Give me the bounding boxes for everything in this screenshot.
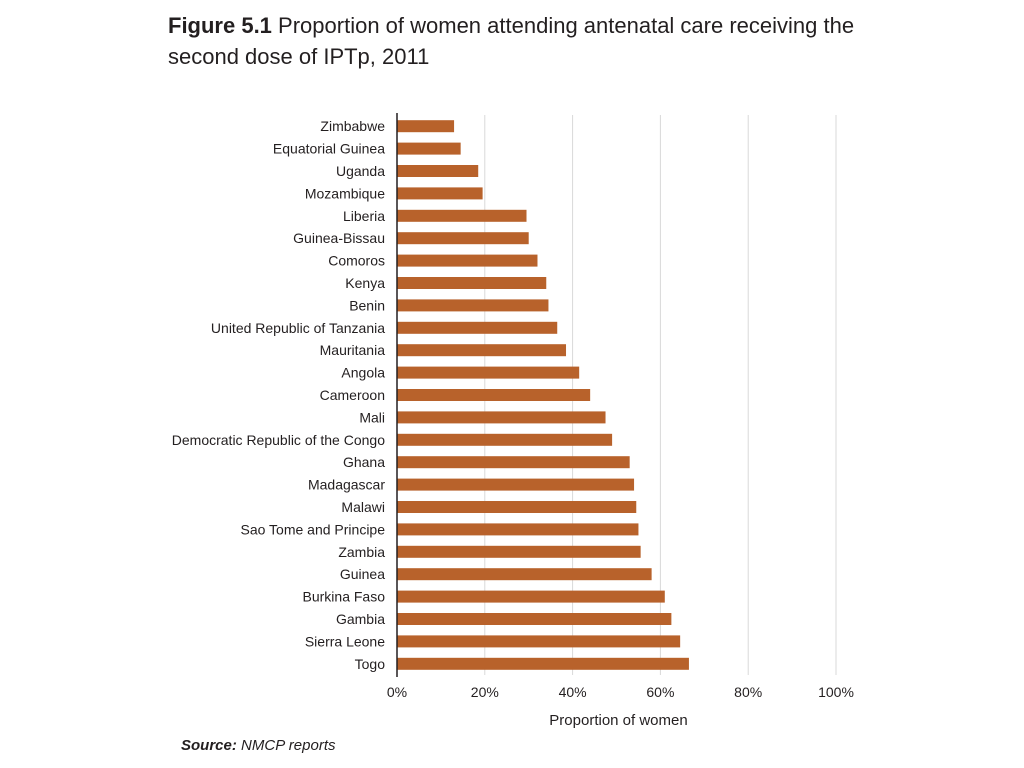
bar [397, 568, 652, 581]
category-label: Uganda [336, 163, 385, 179]
bar [397, 254, 538, 267]
category-label: Mozambique [305, 185, 385, 201]
source-text: NMCP reports [241, 737, 336, 754]
x-tick-label: 0% [387, 684, 407, 700]
category-label: Gambia [336, 611, 385, 627]
category-label: Mali [359, 409, 385, 425]
x-tick-label: 100% [818, 684, 854, 700]
bar [397, 590, 665, 603]
bar [397, 321, 558, 334]
category-label: Zimbabwe [320, 118, 385, 134]
x-axis-title: Proportion of women [549, 712, 687, 729]
bar [397, 120, 455, 133]
x-tick-label: 80% [734, 684, 762, 700]
chart-title: Figure 5.1 Proportion of women attending… [168, 10, 928, 72]
category-label: Sao Tome and Principe [241, 521, 386, 537]
bar [397, 456, 630, 469]
x-tick-label: 40% [559, 684, 587, 700]
x-tick-label: 60% [646, 684, 674, 700]
category-label: Ghana [343, 454, 385, 470]
bar [397, 389, 591, 401]
bar [397, 165, 479, 177]
bar [397, 344, 567, 357]
category-label: Togo [355, 656, 386, 672]
x-tick-labels: 0% 20% 40% 60% 80% 100% [387, 684, 854, 700]
source-note: Source: NMCP reports [181, 737, 336, 754]
category-label: Comoros [328, 253, 385, 269]
category-label: Cameroon [320, 387, 385, 403]
category-label: Democratic Republic of the Congo [172, 432, 385, 448]
bar [397, 545, 641, 558]
category-label: Kenya [345, 275, 385, 291]
bar [397, 433, 613, 446]
bars [397, 120, 689, 670]
category-label: Sierra Leone [305, 633, 385, 649]
bar [397, 501, 637, 513]
category-label: Mauritania [320, 342, 386, 358]
category-label: Liberia [343, 208, 385, 224]
category-label: Burkina Faso [303, 589, 386, 605]
figure-label: Figure 5.1 [168, 13, 272, 38]
bar [397, 478, 635, 491]
category-label: Guinea-Bissau [293, 230, 385, 246]
category-label: Malawi [341, 499, 385, 515]
bar [397, 523, 639, 536]
bar [397, 209, 527, 222]
bar [397, 635, 681, 648]
category-label: Madagascar [308, 477, 385, 493]
category-label: Angola [341, 365, 385, 381]
gridlines [484, 115, 837, 675]
x-tick-label: 20% [471, 684, 499, 700]
bar [397, 187, 483, 200]
figure-title-text: Proportion of women attending antenatal … [168, 13, 855, 69]
source-label: Source: [181, 737, 237, 754]
bar [397, 299, 549, 312]
category-label: Guinea [340, 566, 385, 582]
bar [397, 613, 672, 625]
category-labels: Zimbabwe Equatorial Guinea Uganda Mozambiqu… [172, 118, 386, 672]
bar [397, 232, 529, 245]
category-label: Zambia [338, 544, 385, 560]
bar [397, 657, 689, 670]
bar [397, 277, 547, 289]
category-label: United Republic of Tanzania [211, 320, 385, 336]
bar [397, 411, 606, 424]
category-label: Benin [349, 297, 385, 313]
category-label: Equatorial Guinea [273, 141, 385, 157]
bar [397, 366, 580, 379]
bar [397, 142, 461, 155]
